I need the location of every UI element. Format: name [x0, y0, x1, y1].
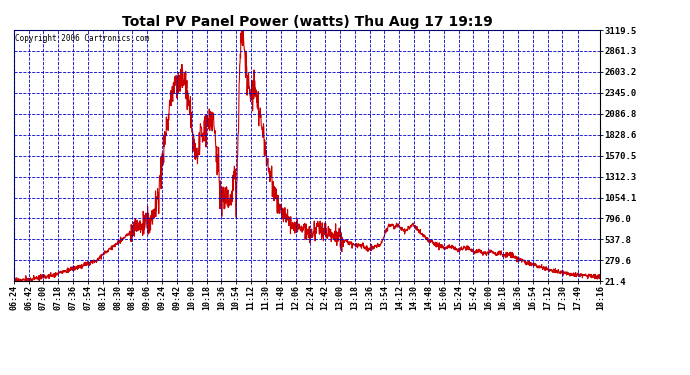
Text: Copyright 2006 Cartronics.com: Copyright 2006 Cartronics.com [15, 34, 149, 43]
Title: Total PV Panel Power (watts) Thu Aug 17 19:19: Total PV Panel Power (watts) Thu Aug 17 … [121, 15, 493, 29]
